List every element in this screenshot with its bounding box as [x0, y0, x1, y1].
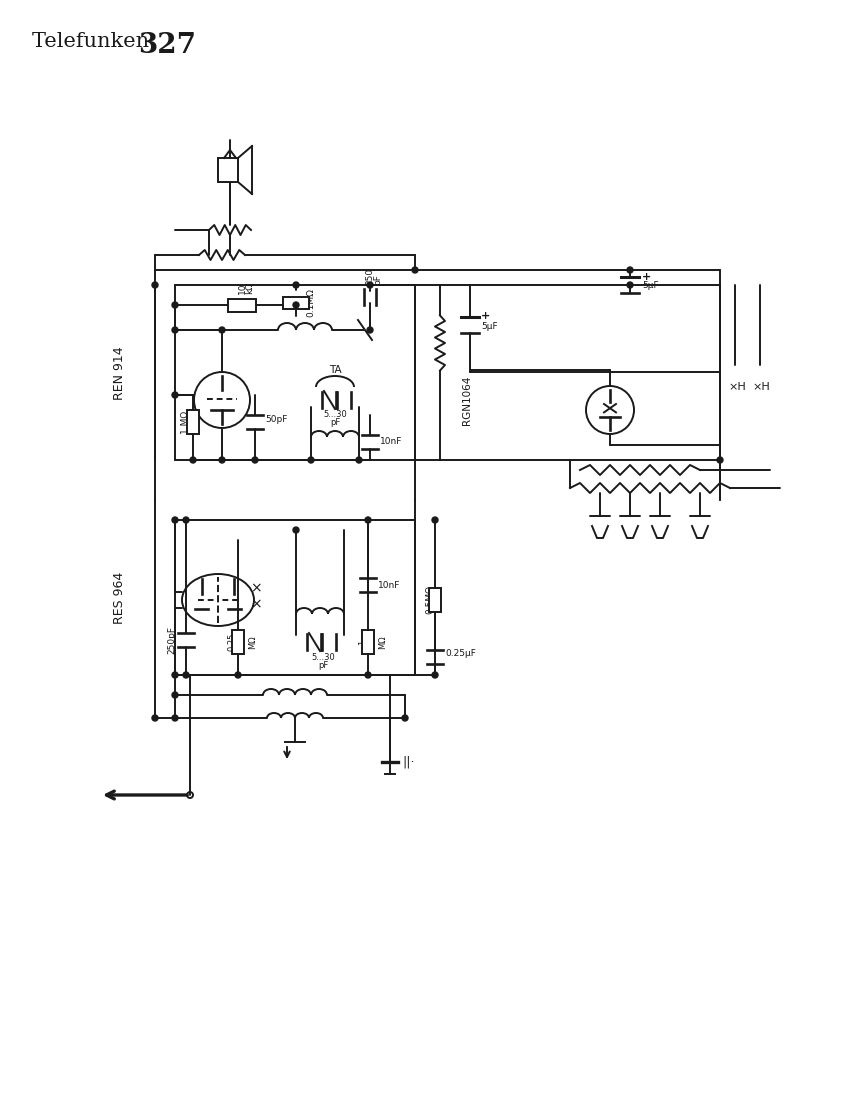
Text: 5...30: 5...30	[311, 653, 335, 662]
Text: 1 MΩ: 1 MΩ	[181, 410, 190, 433]
Text: 5μF: 5μF	[642, 280, 659, 290]
Text: pF: pF	[373, 274, 382, 285]
Text: pF: pF	[330, 418, 340, 427]
Circle shape	[172, 672, 178, 678]
Text: 327: 327	[138, 32, 196, 59]
Bar	[232, 630, 244, 654]
Text: 0.5MΩ: 0.5MΩ	[425, 585, 434, 615]
Circle shape	[152, 715, 158, 720]
Circle shape	[172, 327, 178, 333]
Text: +: +	[642, 272, 651, 282]
Circle shape	[183, 517, 189, 522]
Text: TA: TA	[329, 365, 342, 375]
Circle shape	[252, 456, 258, 463]
Circle shape	[183, 672, 189, 678]
Circle shape	[190, 456, 196, 463]
Text: RGN1064: RGN1064	[462, 375, 472, 425]
Circle shape	[293, 302, 299, 308]
Text: ×H: ×H	[728, 382, 745, 392]
Text: pF: pF	[318, 661, 328, 670]
Bar	[187, 410, 199, 435]
Circle shape	[172, 692, 178, 698]
Text: 0.25: 0.25	[228, 632, 237, 651]
Circle shape	[432, 517, 438, 522]
Text: ×: ×	[250, 581, 262, 595]
Text: 0.25μF: 0.25μF	[445, 649, 476, 659]
Text: 5...30: 5...30	[323, 410, 347, 419]
Circle shape	[172, 302, 178, 308]
Circle shape	[367, 282, 373, 288]
Circle shape	[717, 456, 723, 463]
Text: +: +	[481, 311, 490, 321]
Text: MΩ: MΩ	[378, 635, 387, 649]
Text: 10nF: 10nF	[380, 438, 402, 447]
Circle shape	[402, 715, 408, 720]
Text: 10: 10	[237, 283, 246, 294]
Text: ||·: ||·	[402, 755, 415, 768]
Circle shape	[365, 517, 371, 522]
Circle shape	[627, 282, 633, 288]
Circle shape	[172, 517, 178, 522]
Circle shape	[172, 715, 178, 720]
Circle shape	[172, 392, 178, 398]
Text: ×H: ×H	[752, 382, 770, 392]
Text: REN 914: REN 914	[114, 346, 127, 399]
Circle shape	[356, 456, 362, 463]
Text: MΩ: MΩ	[248, 635, 257, 649]
Bar	[429, 588, 441, 612]
Circle shape	[432, 672, 438, 678]
Text: RES 964: RES 964	[114, 572, 127, 624]
Text: ×: ×	[250, 597, 262, 611]
Text: Telefunken: Telefunken	[32, 32, 156, 51]
Text: 10nF: 10nF	[378, 581, 400, 590]
Circle shape	[412, 267, 418, 273]
Circle shape	[627, 267, 633, 273]
Text: 250: 250	[366, 268, 375, 285]
Bar	[362, 630, 374, 654]
Text: 1: 1	[358, 639, 367, 645]
Circle shape	[293, 282, 299, 288]
Bar	[228, 298, 256, 311]
Circle shape	[219, 456, 225, 463]
Text: 0.1MΩ: 0.1MΩ	[306, 288, 315, 318]
Bar	[283, 297, 309, 309]
Text: kΩ: kΩ	[246, 282, 254, 294]
Circle shape	[235, 672, 241, 678]
Text: 50pF: 50pF	[265, 416, 287, 425]
Circle shape	[308, 456, 314, 463]
Text: 5μF: 5μF	[481, 322, 497, 331]
Circle shape	[365, 672, 371, 678]
Bar	[218, 158, 238, 182]
Circle shape	[152, 282, 158, 288]
Circle shape	[219, 327, 225, 333]
Text: 250pF: 250pF	[167, 626, 176, 654]
Circle shape	[293, 527, 299, 534]
Circle shape	[367, 327, 373, 333]
